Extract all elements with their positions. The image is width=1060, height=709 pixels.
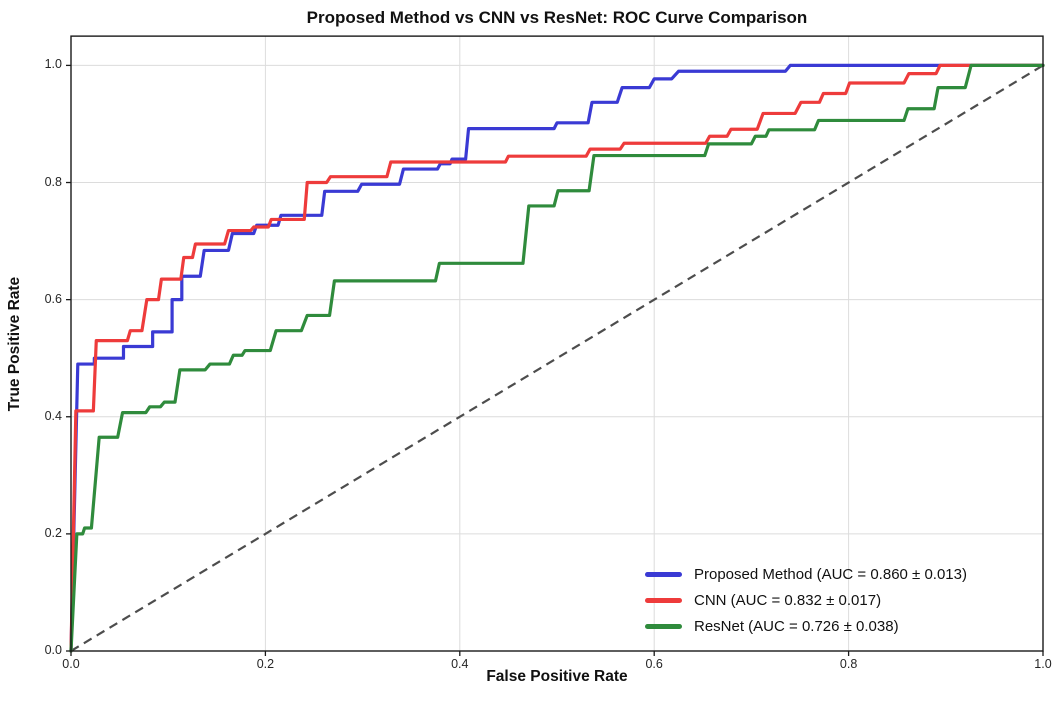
x-tick-label: 0.2	[256, 657, 275, 671]
legend-row-cnn: CNN (AUC = 0.832 ± 0.017)	[645, 587, 967, 613]
y-tick-label: 0.6	[44, 291, 62, 306]
legend: Proposed Method (AUC = 0.860 ± 0.013) CN…	[645, 561, 967, 639]
legend-label-cnn: CNN (AUC = 0.832 ± 0.017)	[694, 591, 882, 609]
roc-curve-proposed-method	[69, 63, 1045, 653]
x-tick-label: 0.4	[451, 657, 469, 671]
y-tick-label: 0.0	[44, 643, 62, 657]
x-tick-label: 0.0	[62, 657, 80, 671]
x-tick-label: 1.0	[1034, 657, 1052, 671]
chance-diagonal-line	[70, 64, 1044, 652]
y-axis-label: True Positive Rate	[6, 276, 23, 412]
legend-row-resnet: ResNet (AUC = 0.726 ± 0.038)	[645, 613, 967, 639]
chart-title: Proposed Method vs CNN vs ResNet: ROC Cu…	[306, 8, 808, 27]
axis-frame	[70, 35, 1044, 652]
legend-label-proposed-method: Proposed Method (AUC = 0.860 ± 0.013)	[694, 565, 967, 583]
roc-curve-cnn	[69, 63, 1045, 653]
legend-swatch-proposed-method	[645, 571, 682, 577]
x-axis-label: False Positive Rate	[486, 668, 628, 685]
legend-swatch-cnn	[645, 597, 682, 603]
legend-row-proposed-method: Proposed Method (AUC = 0.860 ± 0.013)	[645, 561, 967, 587]
legend-swatch-resnet	[645, 623, 682, 629]
x-tick-label: 0.6	[645, 657, 663, 671]
y-tick-label: 0.2	[44, 525, 62, 540]
y-tick-label: 1.0	[44, 57, 62, 72]
y-tick-label: 0.4	[44, 408, 62, 423]
x-tick-label: 0.8	[839, 657, 858, 671]
roc-curve-resnet	[69, 63, 1045, 653]
legend-label-resnet: ResNet (AUC = 0.726 ± 0.038)	[694, 617, 899, 635]
y-tick-label: 0.8	[44, 174, 62, 189]
